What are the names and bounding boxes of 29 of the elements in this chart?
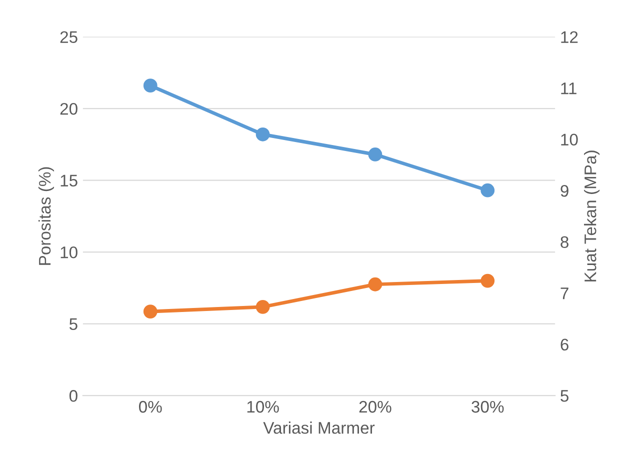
point [256, 127, 270, 142]
y2-tick-label: 5 [560, 390, 568, 402]
point [143, 304, 158, 318]
y-tick-label: 5 [69, 318, 78, 330]
x-tick-label: 30% [472, 400, 504, 413]
y2-tick-label: 9 [560, 184, 568, 197]
y-tick-label: 15 [60, 174, 78, 187]
x-tick-label: 20% [359, 400, 392, 413]
y-tick-label: 25 [60, 31, 78, 44]
x-axis-title: Variasi Marmer [263, 422, 375, 434]
y2-tick-label: 12 [561, 31, 578, 43]
y-tick-label: 10 [60, 246, 78, 258]
y-tick-label: 0 [69, 390, 78, 402]
y-axis-title: Porositas (%) [38, 167, 54, 265]
x-tick-label: 0% [138, 400, 162, 413]
y2-tick-label: 10 [561, 134, 578, 146]
point [480, 183, 495, 198]
y2-tick-label: 8 [560, 236, 568, 248]
x-tick-label: 10% [247, 400, 279, 413]
y-tick-label: 20 [60, 102, 78, 115]
point [368, 277, 382, 292]
point [368, 148, 382, 162]
point [256, 300, 270, 314]
point [480, 274, 495, 288]
y2-axis-title: Kuat Tekan (MPa) [584, 150, 600, 282]
point [143, 78, 158, 93]
y2-tick-label: 11 [561, 82, 576, 94]
y2-tick-label: 7 [560, 288, 568, 300]
y2-tick-label: 6 [560, 338, 568, 351]
